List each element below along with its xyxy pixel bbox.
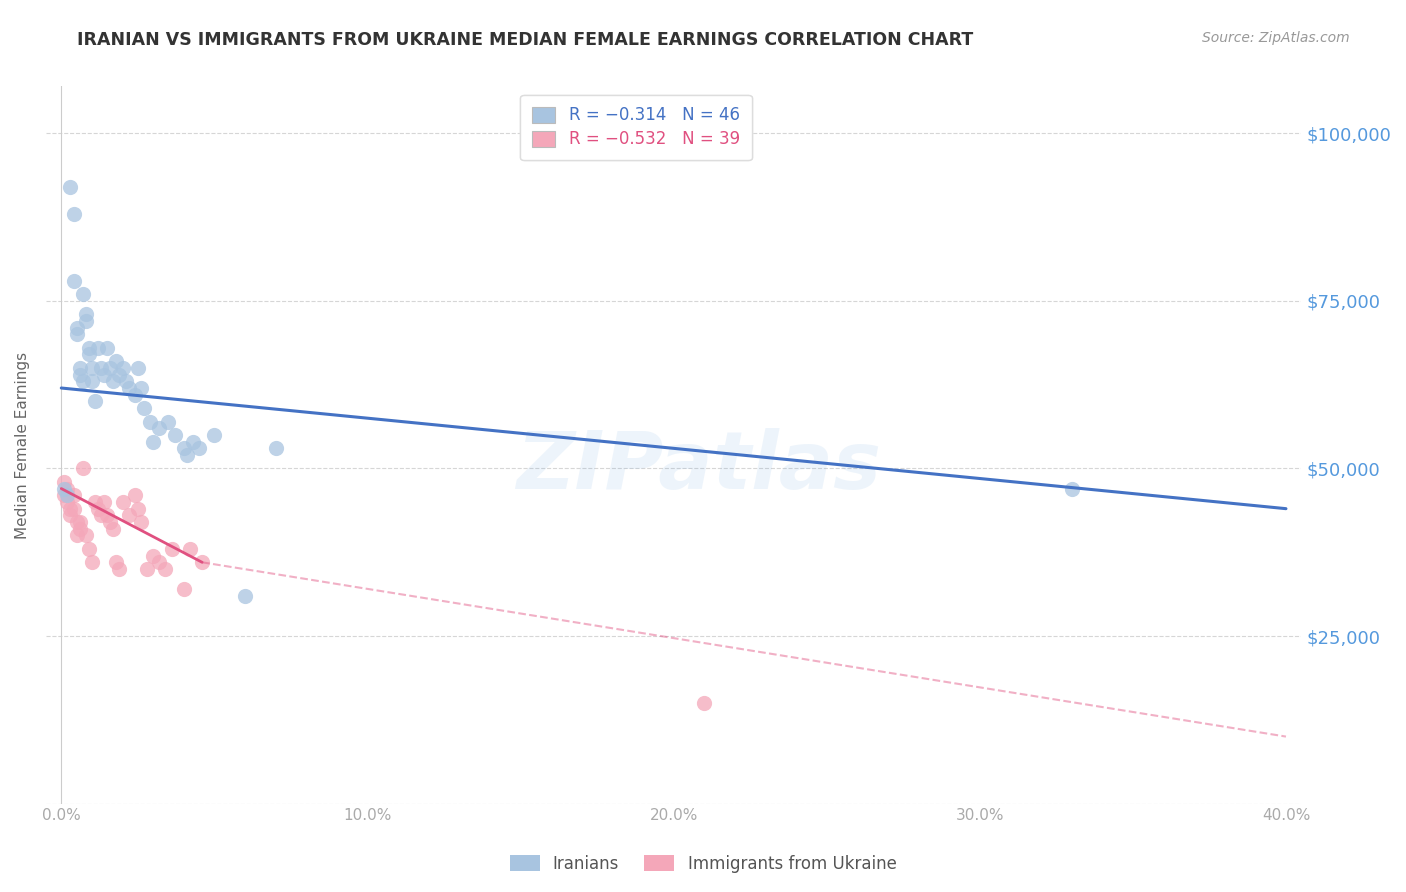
Point [111, 495, 134, 509]
Point [96, 508, 118, 523]
Point [93, 495, 115, 509]
Point [132, 401, 155, 416]
Point [80, 374, 103, 388]
Point [53, 475, 76, 489]
Point [127, 360, 149, 375]
Point [62, 274, 84, 288]
Point [114, 374, 136, 388]
Point [124, 388, 146, 402]
Text: IRANIAN VS IMMIGRANTS FROM UKRAINE MEDIAN FEMALE EARNINGS CORRELATION CHART: IRANIAN VS IMMIGRANTS FROM UKRAINE MEDIA… [77, 31, 973, 49]
Point [148, 555, 170, 569]
Y-axis label: Median Female Earnings: Median Female Earnings [15, 351, 30, 539]
Point [176, 448, 198, 462]
Point [87, 341, 110, 355]
Point [77, 347, 100, 361]
Point [56, 488, 79, 502]
Point [53, 488, 76, 502]
Point [157, 415, 180, 429]
Point [77, 541, 100, 556]
Point [59, 180, 82, 194]
Point [129, 381, 152, 395]
Point [75, 307, 97, 321]
Text: Source: ZipAtlas.com: Source: ZipAtlas.com [1202, 31, 1350, 45]
Point [65, 320, 87, 334]
Point [142, 549, 165, 563]
Point [163, 428, 186, 442]
Point [191, 555, 214, 569]
Point [69, 522, 91, 536]
Point [188, 442, 211, 456]
Point [103, 522, 125, 536]
Point [90, 360, 112, 375]
Point [72, 461, 94, 475]
Point [173, 582, 195, 596]
Point [98, 360, 121, 375]
Point [264, 442, 287, 456]
Point [84, 495, 107, 509]
Point [98, 515, 121, 529]
Point [65, 327, 87, 342]
Point [202, 428, 225, 442]
Point [59, 501, 82, 516]
Point [87, 501, 110, 516]
Point [233, 589, 256, 603]
Point [72, 287, 94, 301]
Point [142, 434, 165, 449]
Point [124, 488, 146, 502]
Point [129, 515, 152, 529]
Point [56, 495, 79, 509]
Point [62, 501, 84, 516]
Point [105, 555, 128, 569]
Point [111, 360, 134, 375]
Point [693, 696, 716, 710]
Point [117, 508, 139, 523]
Text: ZIPatlas: ZIPatlas [516, 427, 882, 506]
Point [108, 562, 131, 576]
Point [53, 482, 76, 496]
Point [62, 488, 84, 502]
Point [127, 501, 149, 516]
Legend: R = −0.314   N = 46, R = −0.532   N = 39: R = −0.314 N = 46, R = −0.532 N = 39 [520, 95, 752, 160]
Point [84, 394, 107, 409]
Point [77, 341, 100, 355]
Point [72, 374, 94, 388]
Point [75, 528, 97, 542]
Point [69, 360, 91, 375]
Point [96, 341, 118, 355]
Point [179, 541, 201, 556]
Point [1060, 482, 1083, 496]
Point [69, 368, 91, 382]
Point [90, 508, 112, 523]
Point [65, 515, 87, 529]
Point [80, 360, 103, 375]
Point [108, 368, 131, 382]
Point [93, 368, 115, 382]
Point [173, 442, 195, 456]
Point [139, 415, 162, 429]
Point [62, 207, 84, 221]
Point [136, 562, 159, 576]
Point [181, 434, 204, 449]
Point [117, 381, 139, 395]
Point [59, 508, 82, 523]
Point [155, 562, 177, 576]
Point [148, 421, 170, 435]
Point [69, 515, 91, 529]
Legend: Iranians, Immigrants from Ukraine: Iranians, Immigrants from Ukraine [503, 848, 903, 880]
Point [56, 482, 79, 496]
Point [105, 354, 128, 368]
Point [160, 541, 183, 556]
Point [80, 555, 103, 569]
Point [65, 528, 87, 542]
Point [103, 374, 125, 388]
Point [75, 314, 97, 328]
